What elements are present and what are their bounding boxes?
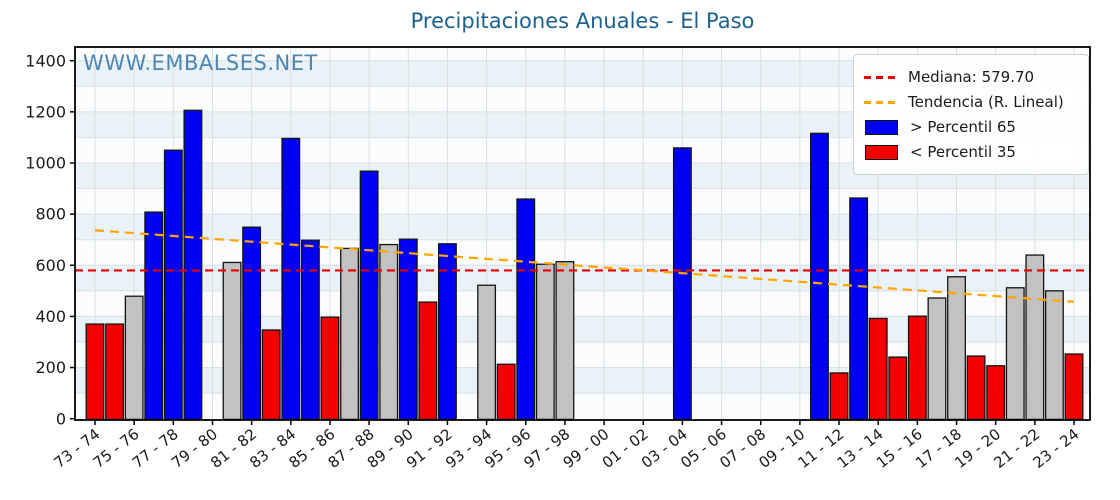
- below-percentile-swatch: [865, 144, 898, 160]
- bar-94-95: [496, 363, 516, 421]
- legend-below-label: < Percentil 35: [910, 143, 1016, 161]
- bar-14-15: [888, 356, 908, 421]
- bar-18-19: [966, 355, 986, 421]
- trend-line: [94, 229, 1075, 303]
- bar-23-24: [1064, 353, 1084, 421]
- legend-item-below-percentile: < Percentil 35: [864, 143, 1078, 161]
- bar-78-79: [183, 109, 203, 421]
- bar-85-86: [320, 316, 340, 421]
- y-tick-label: 600: [35, 256, 66, 275]
- bar-13-14: [868, 317, 888, 421]
- y-tick-label: 400: [35, 307, 66, 326]
- bar-16-17: [927, 297, 947, 421]
- bar-22-23: [1044, 290, 1064, 421]
- bar-77-78: [163, 149, 183, 421]
- y-tick-label: 0: [56, 409, 66, 428]
- bar-82-83: [261, 329, 281, 421]
- legend-item-above-percentile: > Percentil 65: [864, 118, 1078, 136]
- bar-10-11: [810, 132, 829, 421]
- bar-86-87: [340, 247, 359, 421]
- bar-97-98: [555, 261, 575, 421]
- legend-trend-label: Tendencia (R. Lineal): [908, 93, 1064, 111]
- bar-81-82: [242, 226, 262, 421]
- bar-96-97: [535, 263, 555, 421]
- bar-17-18: [947, 276, 966, 421]
- bar-90-91: [418, 301, 438, 421]
- bar-21-22: [1025, 254, 1045, 421]
- trend-line-swatch: [864, 100, 896, 104]
- legend-median-label: Mediana: 579.70: [908, 68, 1035, 86]
- y-axis: 0 200 400 600 800 1000 1200 1400: [25, 51, 75, 428]
- bar-76-77: [144, 211, 164, 421]
- median-line-swatch: [864, 75, 896, 79]
- y-tick-label: 200: [35, 358, 66, 377]
- watermark: WWW.EMBALSES.NET: [83, 51, 318, 75]
- y-tick-label: 1400: [25, 51, 66, 70]
- y-tick-label: 1200: [25, 102, 66, 121]
- bar-87-88: [359, 170, 379, 421]
- bar-73-74: [85, 323, 105, 421]
- bar-75-76: [124, 295, 144, 421]
- bar-84-85: [300, 239, 320, 421]
- y-tick-label: 1000: [25, 154, 66, 173]
- bar-95-96: [516, 198, 536, 421]
- legend-item-trend: Tendencia (R. Lineal): [864, 93, 1078, 111]
- y-tick-label: 800: [35, 205, 66, 224]
- bar-80-81: [222, 261, 242, 421]
- above-percentile-swatch: [865, 119, 898, 135]
- bar-15-16: [907, 315, 927, 421]
- bar-19-20: [986, 365, 1006, 421]
- legend-above-label: > Percentil 65: [910, 118, 1016, 136]
- bar-03-04: [672, 147, 692, 421]
- plot-border: [74, 46, 1091, 421]
- legend-item-median: Mediana: 579.70: [864, 68, 1078, 86]
- bar-11-12: [829, 372, 849, 421]
- bar-93-94: [477, 284, 497, 421]
- chart-title: Precipitaciones Anuales - El Paso: [410, 9, 755, 33]
- stripe: [75, 214, 1090, 240]
- bar-20-21: [1005, 287, 1025, 421]
- bar-12-13: [849, 197, 869, 421]
- bar-74-75: [105, 323, 125, 421]
- legend: Mediana: 579.70 Tendencia (R. Lineal) > …: [853, 54, 1089, 175]
- bar-89-90: [398, 238, 418, 421]
- bar-83-84: [281, 137, 301, 421]
